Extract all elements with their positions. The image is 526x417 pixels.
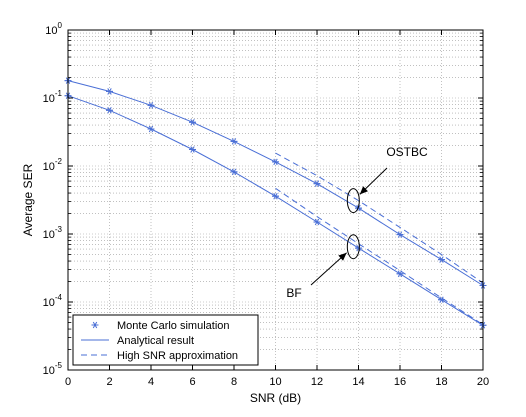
bf-arrow-line — [310, 252, 347, 286]
bf-arrow-head — [338, 252, 347, 261]
ostbc-mc-marker — [396, 231, 404, 238]
legend-label: Analytical result — [117, 335, 194, 347]
bf-label: BF — [286, 286, 301, 300]
y-tick-label: 10-5 — [43, 361, 63, 377]
legend-marker-icon — [91, 321, 99, 329]
y-tick-label: 100 — [45, 21, 62, 37]
x-tick-label: 14 — [352, 376, 364, 388]
ostbc-label: OSTBC — [386, 145, 428, 159]
y-tick-label: 10-4 — [43, 293, 63, 309]
ostbc-mc-marker — [189, 118, 196, 126]
y-tick-label: 10-2 — [43, 157, 63, 173]
y-axis-label: Average SER — [21, 163, 35, 236]
bf-approx-line — [275, 187, 484, 326]
series-layer — [64, 77, 487, 329]
legend-label: High SNR approximation — [117, 350, 238, 362]
ostbc-approx-line — [275, 152, 484, 284]
ostbc-arrow-head — [359, 186, 368, 195]
annotations: OSTBC BF — [286, 145, 428, 300]
axis-ticks: 0 2 4 6 8 10 12 14 16 18 20 100 10-1 10-2 10-3 10-4 10-5 — [43, 21, 490, 388]
bf-mc-marker — [272, 192, 279, 200]
x-tick-label: 0 — [65, 376, 71, 388]
ostbc-mc-marker — [147, 102, 155, 109]
x-tick-label: 10 — [269, 376, 281, 388]
x-tick-label: 6 — [189, 376, 195, 388]
bf-mc-marker — [189, 146, 196, 153]
bf-ellipse — [346, 234, 360, 260]
ostbc-mc-marker — [313, 180, 321, 187]
x-tick-label: 20 — [477, 376, 489, 388]
x-tick-label: 4 — [148, 376, 154, 388]
ostbc-mc-marker — [106, 88, 113, 95]
x-tick-label: 2 — [106, 376, 112, 388]
ostbc-mc-marker — [272, 158, 279, 166]
x-tick-label: 12 — [311, 376, 323, 388]
y-tick-label: 10-3 — [43, 225, 63, 241]
x-tick-label: 16 — [394, 376, 406, 388]
legend: Monte Carlo simulation Analytical result H… — [72, 314, 259, 366]
bf-mc-marker — [230, 168, 238, 176]
x-axis-label: SNR (dB) — [250, 391, 301, 405]
bf-mc-marker — [313, 218, 321, 226]
bf-mc-marker — [106, 106, 113, 114]
ostbc-mc-marker — [438, 256, 445, 263]
x-tick-label: 18 — [435, 376, 447, 388]
ostbc-ellipse — [346, 188, 360, 214]
ostbc-mc-marker — [230, 138, 238, 145]
legend-label: Monte Carlo simulation — [117, 320, 230, 332]
bf-mc-marker — [147, 125, 155, 133]
y-tick-label: 10-1 — [43, 89, 63, 105]
x-tick-label: 8 — [231, 376, 237, 388]
